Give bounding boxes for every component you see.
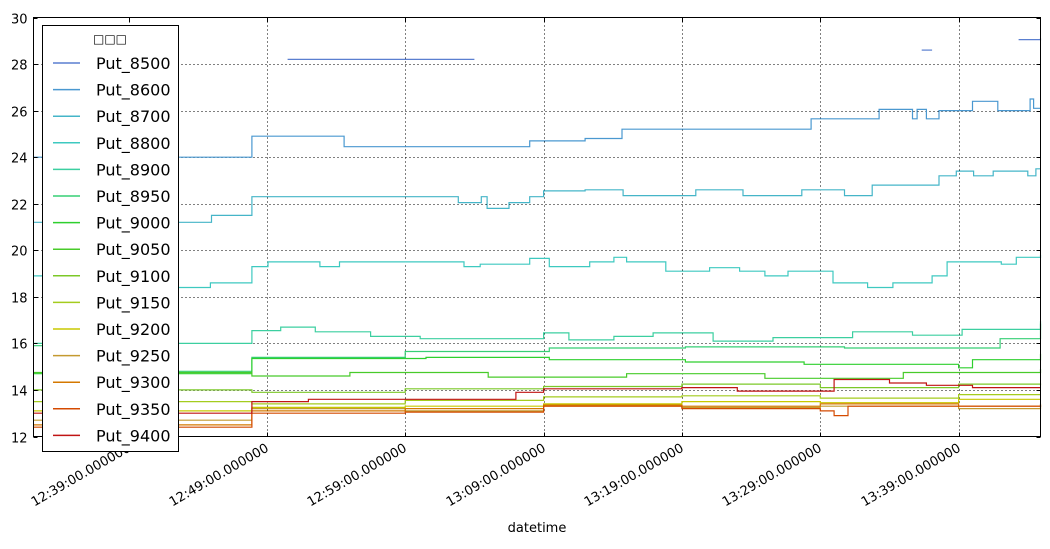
legend-label: Put_8600: [96, 81, 171, 101]
legend-label: Put_9300: [96, 373, 171, 393]
legend-label: Put_9150: [96, 293, 171, 313]
series-line-put_9050: [33, 369, 1042, 379]
series-line-put_8950: [33, 323, 1042, 372]
series-line-put_8600: [33, 98, 1041, 158]
legend-label: Put_8900: [96, 160, 171, 180]
legend-label: Put_8950: [96, 187, 171, 207]
y-tick-label: 20: [11, 245, 28, 260]
legend-label: Put_9000: [96, 214, 171, 234]
series-line-put_9100: [33, 383, 1042, 393]
legend-label: Put_9250: [96, 347, 171, 367]
y-tick-label: 26: [11, 106, 28, 121]
x-tick-label: 13:29:00.000000: [720, 441, 825, 510]
legend-label: Put_9350: [96, 400, 171, 420]
series-line-put_9300: [33, 403, 1042, 426]
legend-label: Put_9400: [96, 426, 171, 446]
series-line-put_8500: [1018, 38, 1042, 41]
x-tick-label: 13:09:00.000000: [444, 441, 549, 510]
y-tick-label: 22: [11, 199, 28, 214]
x-tick-label: 13:19:00.000000: [582, 441, 687, 510]
legend-label: Put_8700: [96, 107, 171, 127]
series-line-put_9000: [33, 353, 1042, 375]
legend-label: Put_9100: [96, 267, 171, 287]
series-line-put_8700: [33, 168, 1041, 223]
series-line-put_8900: [33, 321, 1042, 344]
plot-frame: [33, 17, 1041, 437]
series-line-put_9400: [33, 378, 1041, 414]
x-tick-label: 12:59:00.000000: [305, 441, 410, 510]
legend-box: [42, 25, 179, 452]
y-axis: 12 14 16 18 20 22 24 26 28 30: [11, 13, 1041, 447]
series-line-put_9200: [33, 398, 1041, 412]
x-tick-label: 12:49:00.000000: [167, 441, 272, 510]
legend-label: Put_9050: [96, 240, 171, 260]
legend-label: Put_8800: [96, 134, 171, 154]
y-tick-label: 18: [11, 292, 28, 307]
legend-title: □□□: [93, 32, 127, 46]
series-line-put_8800: [33, 254, 1042, 289]
y-tick-label: 14: [11, 385, 28, 400]
legend-label: Put_9200: [96, 320, 171, 340]
x-tick-label: 13:39:00.000000: [859, 441, 964, 510]
y-tick-label: 16: [11, 338, 28, 353]
y-tick-label: 24: [11, 152, 28, 167]
series-lines: [33, 38, 1042, 428]
y-tick-label: 30: [11, 13, 28, 28]
y-tick-label: 28: [11, 59, 28, 74]
series-line-put_9150: [33, 394, 1041, 405]
legend: □□□ Put_8500 Put_8600 Put_8700 Put_8800 Put_…: [42, 25, 179, 452]
series-line-put_9350: [33, 405, 1042, 428]
legend-label: Put_8500: [96, 54, 171, 74]
y-tick-label: 12: [11, 432, 28, 447]
x-axis-label: datetime: [508, 521, 567, 536]
